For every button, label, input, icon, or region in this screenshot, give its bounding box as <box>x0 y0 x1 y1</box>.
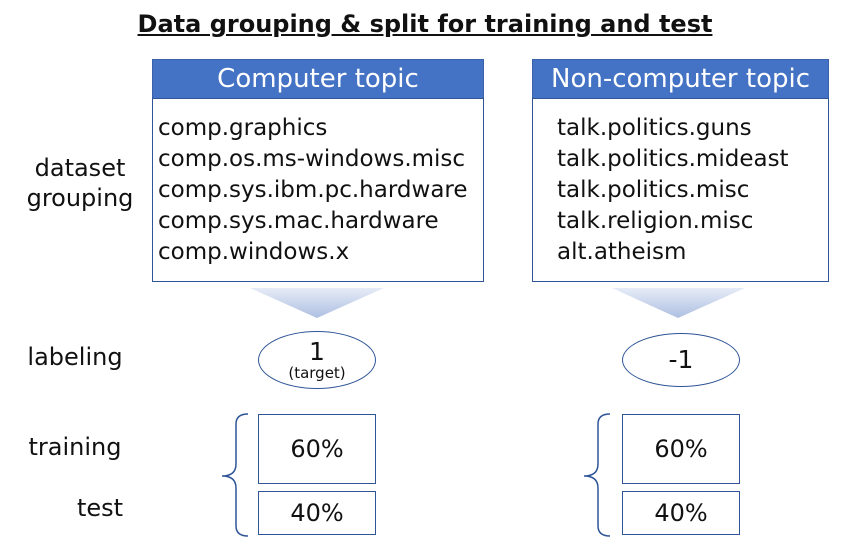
list-item: comp.graphics <box>158 115 328 141</box>
training-pct-computer: 60% <box>258 414 376 484</box>
list-item: talk.politics.guns <box>557 115 752 141</box>
list-item: comp.sys.mac.hardware <box>158 208 439 234</box>
row-label-dataset-grouping-line1: dataset <box>34 154 126 182</box>
list-item: comp.sys.ibm.pc.hardware <box>158 177 468 203</box>
label-ellipse-computer: 1 (target) <box>258 331 376 389</box>
arrow-down-computer <box>250 288 384 318</box>
label-ellipse-non-computer: -1 <box>622 333 740 387</box>
bracket-computer <box>221 413 249 537</box>
group-list-computer: comp.graphics comp.os.ms-windows.misc co… <box>158 113 483 268</box>
test-pct-computer: 40% <box>258 491 376 535</box>
row-label-dataset-grouping-line2: grouping <box>26 184 134 212</box>
list-item: talk.religion.misc <box>557 208 754 234</box>
list-item: talk.politics.mideast <box>557 146 789 172</box>
bracket-non-computer <box>583 413 611 537</box>
list-item: comp.os.ms-windows.misc <box>158 146 466 172</box>
diagram-title: Data grouping & split for training and t… <box>137 10 713 38</box>
row-label-labeling: labeling <box>27 343 123 371</box>
group-header-non-computer: Non-computer topic <box>532 59 829 99</box>
row-label-test: test <box>76 494 124 522</box>
group-body-non-computer: talk.politics.guns talk.politics.mideast… <box>532 98 829 282</box>
list-item: alt.atheism <box>557 239 687 265</box>
arrow-down-non-computer <box>612 288 745 318</box>
list-item: comp.windows.x <box>158 239 350 265</box>
group-list-non-computer: talk.politics.guns talk.politics.mideast… <box>557 113 828 268</box>
label-value-computer: 1 <box>309 337 325 366</box>
row-label-dataset-grouping: dataset grouping <box>20 153 140 213</box>
row-label-training: training <box>28 433 122 461</box>
label-value-non-computer: -1 <box>668 345 694 374</box>
group-body-computer: comp.graphics comp.os.ms-windows.misc co… <box>152 98 484 282</box>
label-note-computer: (target) <box>288 364 346 382</box>
test-pct-non-computer: 40% <box>622 491 740 535</box>
training-pct-non-computer: 60% <box>622 414 740 484</box>
list-item: talk.politics.misc <box>557 177 750 203</box>
